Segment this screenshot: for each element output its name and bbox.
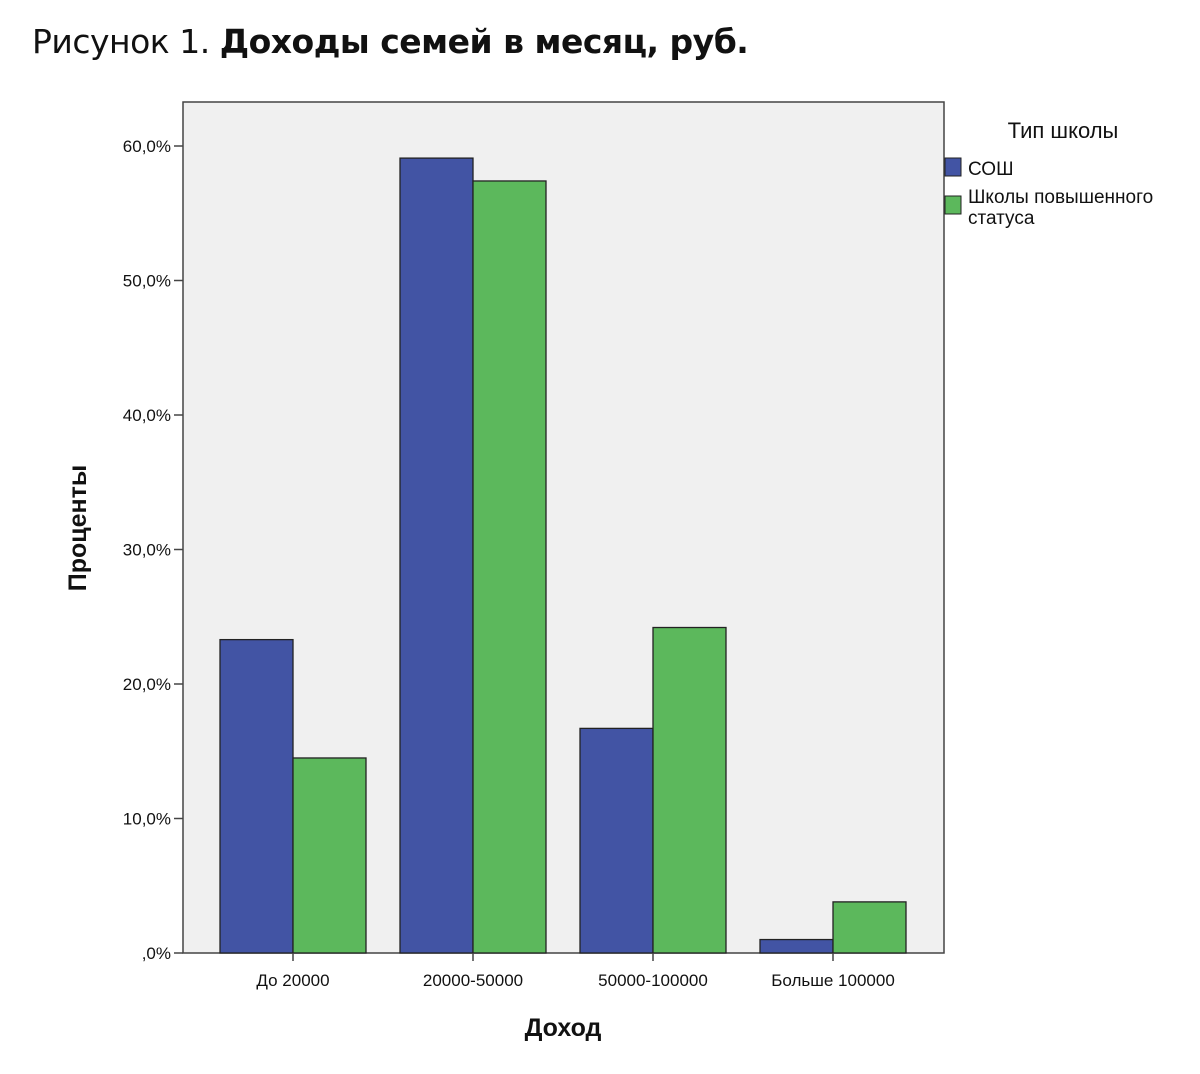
bars-group bbox=[219, 157, 907, 954]
legend-label-sosh: СОШ bbox=[968, 159, 1014, 180]
bar-sosh-2 bbox=[579, 727, 654, 954]
legend-label-elite-line1: Школы повышенного bbox=[968, 187, 1153, 208]
legend-label-elite-line2: статуса bbox=[968, 208, 1035, 229]
y-axis: ,0% 10,0% 20,0% 30,0% 40,0% 50,0% 60,0% bbox=[123, 137, 183, 963]
bar-sosh-0 bbox=[219, 638, 294, 954]
y-axis-title: Проценты bbox=[64, 465, 92, 591]
bar-elite-3 bbox=[832, 901, 907, 954]
x-tick-label: Больше 100000 bbox=[771, 971, 895, 990]
y-tick-label: 30,0% bbox=[123, 541, 171, 560]
bar-elite-2 bbox=[652, 626, 727, 954]
y-tick-label: 20,0% bbox=[123, 675, 171, 694]
legend-title: Тип школы bbox=[1008, 118, 1119, 143]
bar-elite-1 bbox=[472, 180, 547, 954]
x-tick-label: До 20000 bbox=[256, 971, 329, 990]
y-tick-label: ,0% bbox=[142, 944, 171, 963]
y-tick-label: 10,0% bbox=[123, 810, 171, 829]
x-tick-label: 50000-100000 bbox=[598, 971, 708, 990]
bar-sosh-1 bbox=[399, 157, 474, 954]
x-axis: До 20000 20000-50000 50000-100000 Больше 10… bbox=[256, 953, 895, 990]
bar-elite-0 bbox=[292, 757, 367, 954]
y-tick-label: 50,0% bbox=[123, 272, 171, 291]
y-tick-label: 60,0% bbox=[123, 137, 171, 156]
figure-caption: Доходы семей в месяц, руб. bbox=[219, 22, 749, 61]
x-axis-title: Доход bbox=[525, 1014, 602, 1042]
legend-swatch-sosh bbox=[944, 157, 962, 177]
legend: Тип школы СОШ Школы повышенного статуса bbox=[944, 118, 1153, 229]
figure-prefix: Рисунок 1. bbox=[32, 22, 220, 61]
legend-swatch-elite bbox=[944, 195, 962, 215]
figure-title: Рисунок 1. Доходы семей в месяц, руб. bbox=[32, 22, 749, 61]
bar-sosh-3 bbox=[759, 938, 834, 954]
x-tick-label: 20000-50000 bbox=[423, 971, 523, 990]
y-tick-label: 40,0% bbox=[123, 406, 171, 425]
